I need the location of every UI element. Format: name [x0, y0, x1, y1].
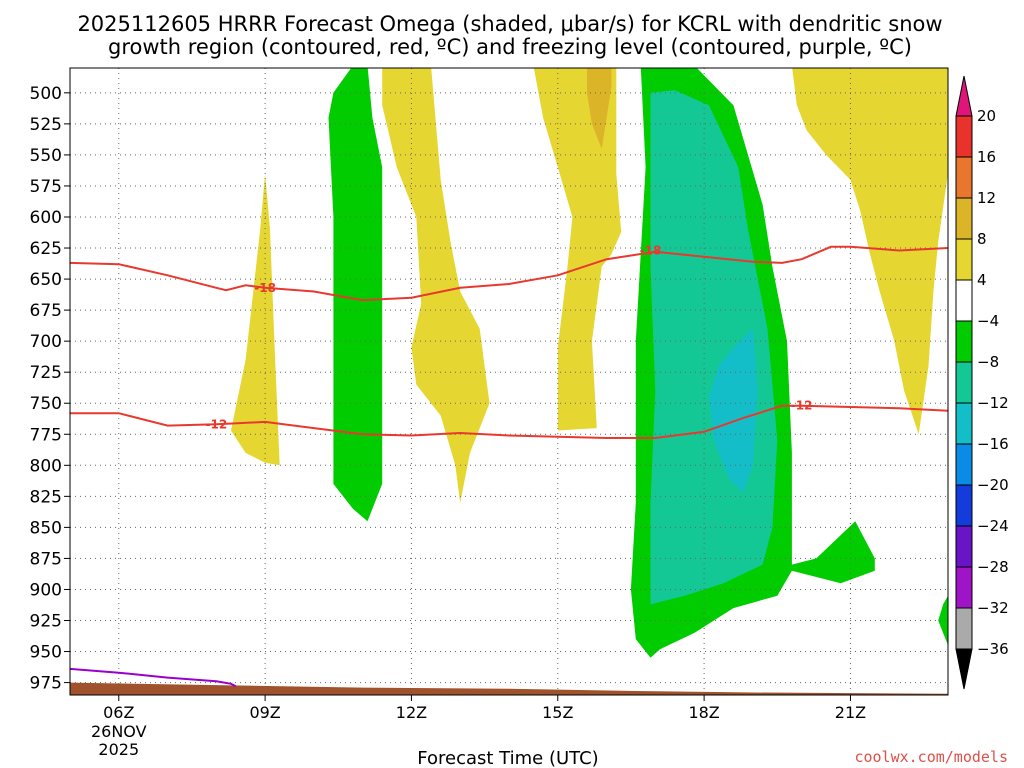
- y-tick-label-775: 775: [30, 425, 62, 445]
- y-tick-label-750: 750: [30, 394, 62, 414]
- omega-region-9: [938, 595, 948, 646]
- colorbar-box-1: [955, 115, 973, 158]
- colorbar-box-5: [955, 279, 973, 322]
- colorbar-label-5: −4: [977, 312, 999, 330]
- colorbar-box-4: [955, 238, 973, 281]
- omega-shaded-regions: [231, 68, 948, 658]
- colorbar-label-2: 12: [977, 189, 996, 207]
- x-tick-label-15Z: 15Z: [542, 703, 573, 722]
- colorbar-bottom-arrow: [955, 648, 973, 690]
- colorbar-label-4: 4: [977, 271, 987, 289]
- colorbar-box-3: [955, 197, 973, 240]
- contour-line-4: [70, 667, 237, 688]
- contour-label-2: -12: [205, 417, 227, 431]
- x-tick-sublabel-0: 26NOV: [91, 722, 147, 741]
- colorbar-box-11: [955, 525, 973, 568]
- x-axis-title: Forecast Time (UTC): [417, 748, 598, 768]
- y-tick-label-575: 575: [30, 177, 62, 197]
- x-tick-label-12Z: 12Z: [396, 703, 427, 722]
- colorbar-box-13: [955, 607, 973, 650]
- contour-label-3: -12: [791, 399, 813, 413]
- omega-colorbar: 20 16 12 8 4 −4 −8 −12 −16 −20 −24 −28 −32 −36: [955, 75, 1009, 690]
- y-tick-label-900: 900: [30, 580, 62, 600]
- y-tick-label-675: 675: [30, 301, 62, 321]
- x-tick-sublabel-1: 2025: [98, 740, 139, 759]
- colorbar-box-9: [955, 443, 973, 486]
- y-tick-label-800: 800: [30, 456, 62, 476]
- colorbar-box-7: [955, 361, 973, 404]
- contour-lines: -18 -18 -12 -12: [70, 244, 948, 688]
- colorbar-box-12: [955, 566, 973, 609]
- y-tick-label-850: 850: [30, 518, 62, 538]
- x-tick-label-21Z: 21Z: [835, 703, 866, 722]
- colorbar-label-1: 16: [977, 148, 996, 166]
- contour-line-0: [70, 245, 948, 302]
- contour-label-1: -18: [640, 244, 662, 258]
- y-tick-label-875: 875: [30, 549, 62, 569]
- colorbar-box-8: [955, 402, 973, 445]
- colorbar-label-13: −36: [977, 640, 1009, 658]
- colorbar-box-6: [955, 320, 973, 363]
- colorbar-label-12: −32: [977, 599, 1009, 617]
- y-tick-label-700: 700: [30, 332, 62, 352]
- omega-region-5: [328, 68, 383, 522]
- colorbar-box-10: [955, 484, 973, 527]
- y-tick-label-625: 625: [30, 239, 62, 259]
- contour-label-0: -18: [254, 281, 276, 295]
- y-tick-label-500: 500: [30, 84, 62, 104]
- x-tick-label-09Z: 09Z: [249, 703, 280, 722]
- colorbar-label-3: 8: [977, 230, 987, 248]
- y-tick-label-650: 650: [30, 270, 62, 290]
- y-tick-label-925: 925: [30, 612, 62, 632]
- ground-fill: [70, 682, 948, 695]
- ground-surface: [70, 682, 948, 695]
- colorbar-label-9: −20: [977, 476, 1009, 494]
- y-tick-label-825: 825: [30, 487, 62, 507]
- omega-region-8: [709, 328, 758, 493]
- colorbar-label-6: −8: [977, 353, 999, 371]
- y-tick-label-725: 725: [30, 363, 62, 383]
- colorbar-label-8: −16: [977, 435, 1009, 453]
- omega-region-1: [382, 68, 490, 503]
- colorbar-label-0: 20: [977, 107, 996, 125]
- chart-title-line2: growth region (contoured, red, ºC) and f…: [108, 35, 912, 59]
- x-tick-label-06Z: 06Z: [103, 703, 134, 722]
- colorbar-box-2: [955, 156, 973, 199]
- omega-region-0: [231, 173, 280, 466]
- colorbar-label-11: −28: [977, 558, 1009, 576]
- y-tick-label-550: 550: [30, 146, 62, 166]
- chart-title-line1: 2025112605 HRRR Forecast Omega (shaded, …: [77, 12, 942, 36]
- y-tick-label-950: 950: [30, 643, 62, 663]
- credit-text: coolwx.com/models: [854, 748, 1008, 766]
- y-tick-label-600: 600: [30, 208, 62, 228]
- y-tick-label-975: 975: [30, 674, 62, 694]
- plot-frame: [69, 67, 949, 696]
- colorbar-label-10: −24: [977, 517, 1009, 535]
- omega-region-3: [587, 68, 612, 149]
- pressure-axis: 500 525 550 575 600 625 650 675 700 725 750 775 800 8…: [30, 84, 70, 694]
- omega-region-4: [792, 68, 948, 435]
- contour-line-2: [70, 404, 948, 439]
- y-tick-label-525: 525: [30, 115, 62, 135]
- omega-region-2: [533, 68, 622, 431]
- x-tick-label-18Z: 18Z: [688, 703, 719, 722]
- colorbar-label-7: −12: [977, 394, 1009, 412]
